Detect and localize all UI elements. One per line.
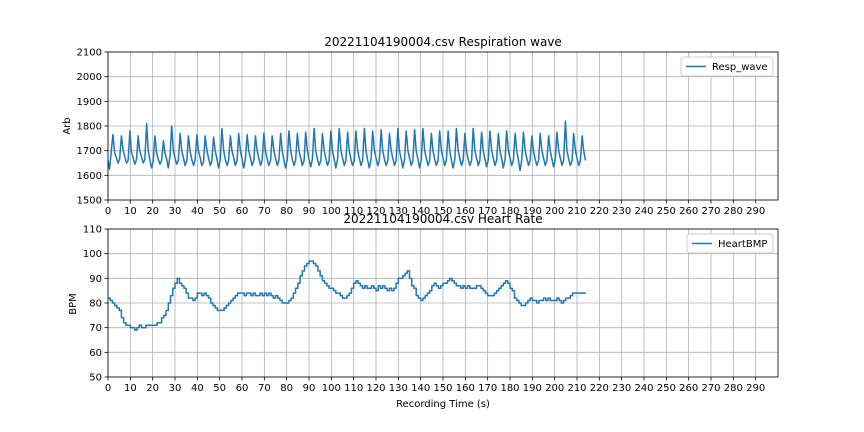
x-tick-label: 0 bbox=[105, 206, 111, 217]
x-tick-label: 10 bbox=[124, 383, 137, 394]
x-tick-label: 160 bbox=[456, 206, 475, 217]
x-tick-label: 110 bbox=[344, 383, 363, 394]
x-tick-label: 0 bbox=[105, 383, 111, 394]
x-tick-label: 260 bbox=[679, 383, 698, 394]
axes-frame bbox=[107, 51, 779, 201]
x-tick-label: 210 bbox=[567, 383, 586, 394]
x-tick-label: 80 bbox=[280, 383, 293, 394]
y-tick-label: 1800 bbox=[77, 122, 102, 133]
respiration-legend: Resp_wave bbox=[680, 56, 774, 77]
x-tick-label: 50 bbox=[213, 206, 226, 217]
respiration-chart-title: 20221104190004.csv Respiration wave bbox=[324, 35, 562, 49]
x-tick-label: 100 bbox=[322, 206, 341, 217]
x-tick-label: 230 bbox=[612, 206, 631, 217]
y-tick-label: 1600 bbox=[77, 171, 102, 182]
x-tick-label: 240 bbox=[634, 383, 653, 394]
x-tick-label: 10 bbox=[124, 206, 137, 217]
x-tick-label: 20 bbox=[146, 206, 159, 217]
legend-label-resp-wave: Resp_wave bbox=[712, 62, 768, 73]
x-tick-label: 280 bbox=[724, 383, 743, 394]
x-tick-label: 90 bbox=[303, 206, 316, 217]
x-tick-label: 210 bbox=[567, 206, 586, 217]
heart-rate-legend: HeartBMP bbox=[686, 233, 774, 254]
x-tick-label: 190 bbox=[523, 383, 542, 394]
x-tick-label: 120 bbox=[366, 206, 385, 217]
x-tick-label: 280 bbox=[724, 206, 743, 217]
x-tick-label: 130 bbox=[389, 206, 408, 217]
heart-rate-x-axis-label: Recording Time (s) bbox=[396, 399, 490, 410]
x-tick-label: 220 bbox=[590, 206, 609, 217]
x-tick-label: 290 bbox=[746, 383, 765, 394]
y-tick-label: 2100 bbox=[77, 48, 102, 59]
x-tick-label: 240 bbox=[634, 206, 653, 217]
respiration-y-axis-label: Arb bbox=[62, 117, 73, 134]
x-tick-label: 220 bbox=[590, 383, 609, 394]
y-tick-label: 1500 bbox=[77, 196, 102, 207]
x-tick-label: 170 bbox=[478, 206, 497, 217]
x-tick-label: 110 bbox=[344, 206, 363, 217]
y-tick-label: 2000 bbox=[77, 72, 102, 83]
legend-box bbox=[680, 56, 774, 77]
x-tick-label: 270 bbox=[701, 206, 720, 217]
x-tick-label: 180 bbox=[500, 383, 519, 394]
y-tick-label: 100 bbox=[83, 249, 102, 260]
x-tick-label: 30 bbox=[169, 206, 182, 217]
x-tick-label: 70 bbox=[258, 206, 271, 217]
series-line-heartbmp bbox=[108, 260, 586, 331]
x-tick-label: 170 bbox=[478, 383, 497, 394]
x-tick-label: 160 bbox=[456, 383, 475, 394]
x-tick-label: 60 bbox=[236, 206, 249, 217]
respiration-chart: 20221104190004.csv Respiration wave Arb … bbox=[62, 35, 779, 217]
x-tick-label: 40 bbox=[191, 206, 204, 217]
heart-rate-chart: 20221104190004.csv Heart Rate BPM Record… bbox=[68, 212, 779, 410]
x-tick-label: 60 bbox=[236, 383, 249, 394]
y-tick-label: 90 bbox=[89, 274, 102, 285]
y-tick-label: 70 bbox=[89, 323, 102, 334]
x-tick-label: 90 bbox=[303, 383, 316, 394]
x-tick-label: 70 bbox=[258, 383, 271, 394]
y-tick-label: 50 bbox=[89, 373, 102, 384]
y-tick-label: 1700 bbox=[77, 146, 102, 157]
x-tick-label: 40 bbox=[191, 383, 204, 394]
x-tick-label: 200 bbox=[545, 206, 564, 217]
x-tick-label: 270 bbox=[701, 383, 720, 394]
x-tick-label: 250 bbox=[657, 206, 676, 217]
x-tick-label: 260 bbox=[679, 206, 698, 217]
x-tick-label: 150 bbox=[433, 206, 452, 217]
x-tick-label: 50 bbox=[213, 383, 226, 394]
legend-box bbox=[686, 233, 774, 254]
x-tick-label: 120 bbox=[366, 383, 385, 394]
x-tick-label: 150 bbox=[433, 383, 452, 394]
x-tick-label: 180 bbox=[500, 206, 519, 217]
x-tick-label: 200 bbox=[545, 383, 564, 394]
x-tick-label: 30 bbox=[169, 383, 182, 394]
x-tick-label: 250 bbox=[657, 383, 676, 394]
axes-frame bbox=[107, 228, 779, 378]
x-tick-label: 190 bbox=[523, 206, 542, 217]
x-tick-label: 140 bbox=[411, 383, 430, 394]
x-tick-label: 230 bbox=[612, 383, 631, 394]
series-line-resp-wave bbox=[107, 120, 587, 172]
heart-rate-chart-title: 20221104190004.csv Heart Rate bbox=[343, 212, 542, 226]
heart-rate-y-axis-label: BPM bbox=[68, 293, 79, 315]
x-tick-label: 140 bbox=[411, 206, 430, 217]
x-tick-label: 130 bbox=[389, 383, 408, 394]
y-tick-label: 110 bbox=[83, 225, 102, 236]
x-tick-label: 20 bbox=[146, 383, 159, 394]
y-tick-label: 1900 bbox=[77, 97, 102, 108]
y-tick-label: 80 bbox=[89, 299, 102, 310]
x-tick-label: 80 bbox=[280, 206, 293, 217]
x-tick-label: 290 bbox=[746, 206, 765, 217]
legend-label-heartbmp: HeartBMP bbox=[718, 239, 767, 250]
x-tick-label: 100 bbox=[322, 383, 341, 394]
y-tick-label: 60 bbox=[89, 348, 102, 359]
